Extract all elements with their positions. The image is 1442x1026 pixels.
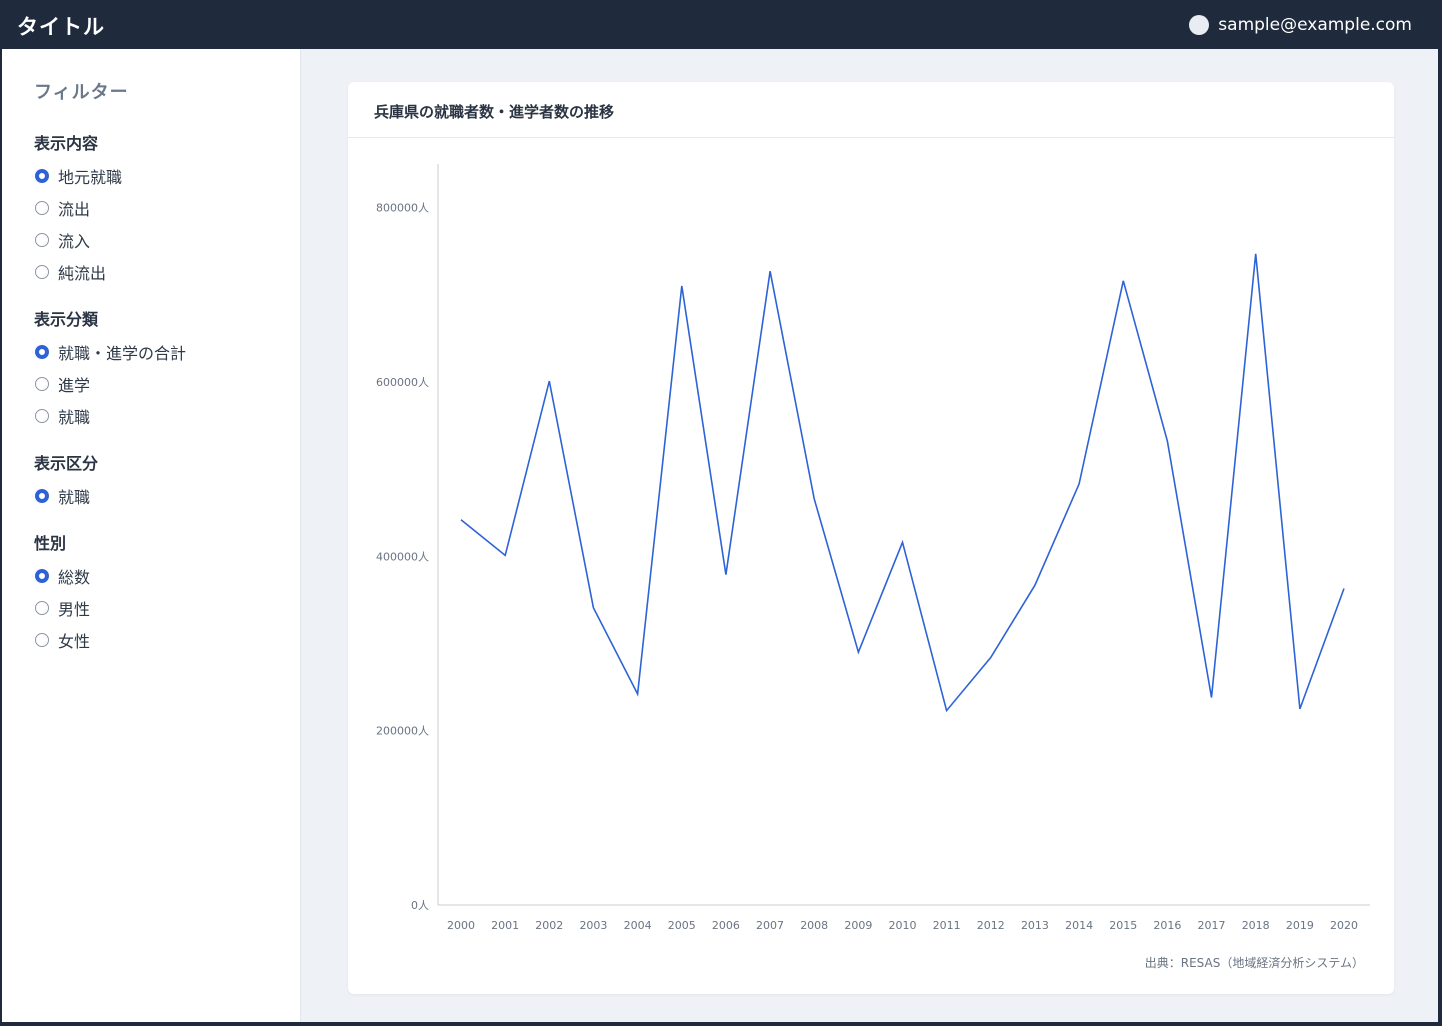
radio-button[interactable]: [35, 345, 49, 359]
radio-option-male[interactable]: 男性: [34, 592, 90, 624]
x-tick-label: 2005: [668, 919, 696, 932]
series-line: [460, 253, 1345, 713]
radio-label: 進学: [58, 376, 91, 395]
radio-label: 地元就職: [58, 168, 123, 187]
radio-option-total[interactable]: 就職・進学の合計: [34, 336, 186, 368]
filter-group-title: 表示内容: [34, 134, 99, 153]
x-tick-label: 2010: [889, 919, 917, 932]
radio-label: 総数: [58, 568, 91, 587]
filter-group-title: 表示区分: [34, 454, 99, 473]
chart-card: 兵庫県の就職者数・進学者数の推移 0人 200000人 400000人 600000人…: [348, 82, 1394, 994]
filter-group-display-content: 表示内容 地元就職 流出 流入 純流出: [34, 132, 122, 288]
radio-label: 男性: [58, 600, 91, 619]
filter-group-display-category: 表示分類 就職・進学の合計 進学 就職: [34, 308, 186, 432]
y-tick-label: 0人: [411, 899, 429, 912]
x-tick-label: 2004: [624, 919, 652, 932]
user-email: sample@example.com: [1218, 15, 1412, 35]
radio-button[interactable]: [35, 569, 49, 583]
y-tick-label: 400000人: [376, 550, 429, 563]
radio-option-all-genders[interactable]: 総数: [34, 560, 90, 592]
radio-button[interactable]: [35, 377, 49, 391]
radio-label: 女性: [58, 632, 91, 651]
filter-group-title: 性別: [34, 534, 67, 553]
radio-button[interactable]: [35, 409, 49, 423]
x-axis-ticks: 2000 2001 2002 2003 2004 2005 2006 2007 2008 2009…: [447, 919, 1358, 932]
app-title: タイトル: [17, 15, 105, 39]
radio-label: 純流出: [58, 264, 107, 283]
x-tick-label: 2000: [447, 919, 475, 932]
radio-button[interactable]: [35, 489, 49, 503]
radio-button[interactable]: [35, 633, 49, 647]
source-note: 出典：RESAS（地域経済分析システム）: [1144, 956, 1364, 970]
card-header: 兵庫県の就職者数・進学者数の推移: [348, 82, 1394, 138]
x-tick-label: 2006: [712, 919, 740, 932]
filter-group-gender: 性別 総数 男性 女性: [34, 532, 90, 656]
filter-group-display-division: 表示区分 就職: [34, 452, 98, 512]
app-header: タイトル sample@example.com: [2, 2, 1438, 49]
x-tick-label: 2011: [933, 919, 961, 932]
radio-button[interactable]: [35, 201, 49, 215]
user-menu[interactable]: sample@example.com: [1189, 15, 1412, 35]
y-axis-ticks: 0人 200000人 400000人 600000人 800000人: [376, 202, 429, 912]
filter-group-title: 表示分類: [34, 310, 99, 329]
radio-option-local-employment[interactable]: 地元就職: [34, 160, 122, 192]
x-tick-label: 2012: [977, 919, 1005, 932]
radio-option-inflow[interactable]: 流入: [34, 224, 122, 256]
x-tick-label: 2001: [491, 919, 519, 932]
x-tick-label: 2009: [844, 919, 872, 932]
chart-title: 兵庫県の就職者数・進学者数の推移: [374, 103, 615, 121]
radio-label: 流入: [58, 232, 91, 251]
radio-option-net-outflow[interactable]: 純流出: [34, 256, 122, 288]
sidebar-title: フィルター: [34, 82, 129, 103]
x-tick-label: 2018: [1242, 919, 1270, 932]
radio-option-further-education[interactable]: 進学: [34, 368, 186, 400]
x-tick-label: 2008: [800, 919, 828, 932]
radio-label: 就職: [58, 408, 91, 427]
y-tick-label: 600000人: [376, 376, 429, 389]
x-tick-label: 2017: [1198, 919, 1226, 932]
radio-label: 就職: [58, 488, 91, 507]
y-tick-label: 800000人: [376, 202, 429, 215]
radio-button[interactable]: [35, 169, 49, 183]
radio-label: 流出: [58, 200, 91, 219]
filter-sidebar: フィルター 表示内容 地元就職 流出 流入 純流出 表示分類: [2, 49, 301, 1022]
radio-option-outflow[interactable]: 流出: [34, 192, 122, 224]
radio-option-female[interactable]: 女性: [34, 624, 90, 656]
x-tick-label: 2013: [1021, 919, 1049, 932]
radio-button[interactable]: [35, 233, 49, 247]
x-tick-label: 2007: [756, 919, 784, 932]
radio-option-employment[interactable]: 就職: [34, 400, 186, 432]
x-tick-label: 2020: [1330, 919, 1358, 932]
radio-button[interactable]: [35, 601, 49, 615]
x-tick-label: 2002: [535, 919, 563, 932]
x-tick-label: 2016: [1153, 919, 1181, 932]
x-tick-label: 2003: [579, 919, 607, 932]
x-tick-label: 2015: [1109, 919, 1137, 932]
radio-option-division-employment[interactable]: 就職: [34, 480, 98, 512]
x-tick-label: 2014: [1065, 919, 1093, 932]
radio-label: 就職・進学の合計: [58, 344, 187, 363]
avatar[interactable]: [1189, 15, 1210, 35]
x-tick-label: 2019: [1286, 919, 1314, 932]
radio-button[interactable]: [35, 265, 49, 279]
y-tick-label: 200000人: [376, 725, 429, 738]
